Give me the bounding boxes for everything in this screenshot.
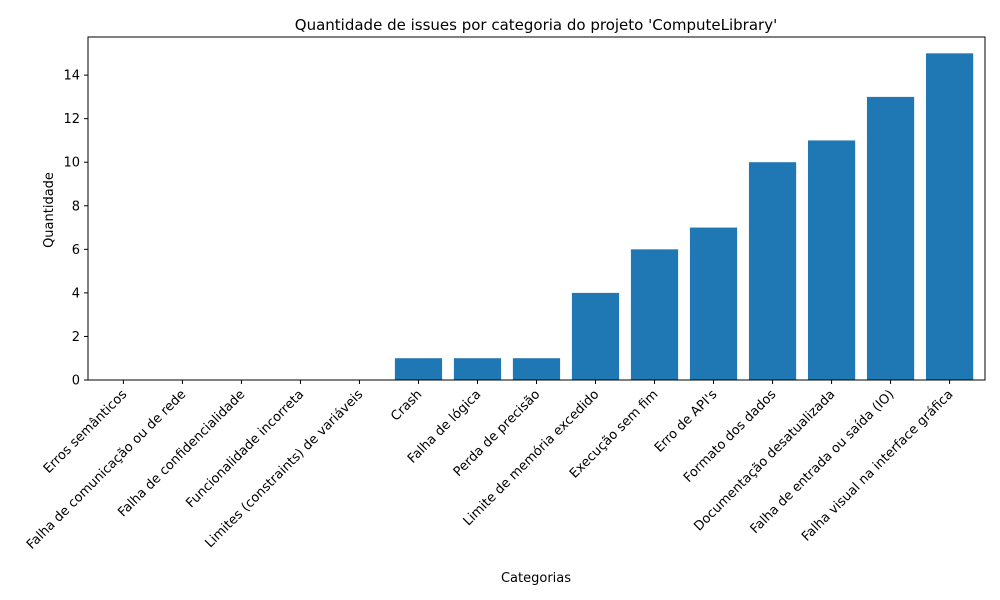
bar bbox=[748, 162, 797, 380]
bar bbox=[571, 292, 620, 380]
y-tick-label: 8 bbox=[72, 199, 80, 214]
y-tick-label: 14 bbox=[63, 69, 80, 84]
x-tick-label: Crash bbox=[388, 387, 425, 424]
x-axis-label: Categorias bbox=[501, 571, 571, 586]
bar bbox=[925, 53, 974, 380]
bar bbox=[689, 227, 738, 380]
chart-title: Quantidade de issues por categoria do pr… bbox=[295, 16, 777, 34]
bar bbox=[630, 249, 679, 380]
y-tick-label: 2 bbox=[72, 330, 80, 345]
bar bbox=[512, 358, 561, 380]
y-tick-label: 6 bbox=[72, 243, 80, 258]
bar bbox=[807, 140, 856, 380]
bar bbox=[394, 358, 443, 380]
y-tick-label: 4 bbox=[72, 286, 80, 301]
bar bbox=[453, 358, 502, 380]
bar bbox=[866, 96, 915, 380]
y-tick-label: 10 bbox=[63, 156, 80, 171]
x-tick-label: Falha de confidencialidade bbox=[115, 387, 248, 520]
y-tick-label: 0 bbox=[72, 374, 80, 389]
x-tick-label: Funcionalidade incorreta bbox=[183, 387, 307, 511]
y-tick-label: 12 bbox=[63, 112, 80, 127]
axes-frame bbox=[87, 36, 986, 381]
y-axis-label: Quantidade bbox=[42, 172, 57, 248]
